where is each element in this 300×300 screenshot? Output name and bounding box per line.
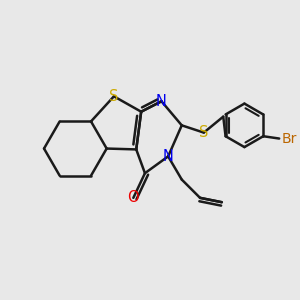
- Text: S: S: [199, 125, 208, 140]
- Text: N: N: [163, 149, 174, 164]
- Text: N: N: [156, 94, 167, 109]
- Text: O: O: [128, 190, 139, 206]
- Text: Br: Br: [282, 131, 298, 146]
- Text: S: S: [109, 89, 119, 104]
